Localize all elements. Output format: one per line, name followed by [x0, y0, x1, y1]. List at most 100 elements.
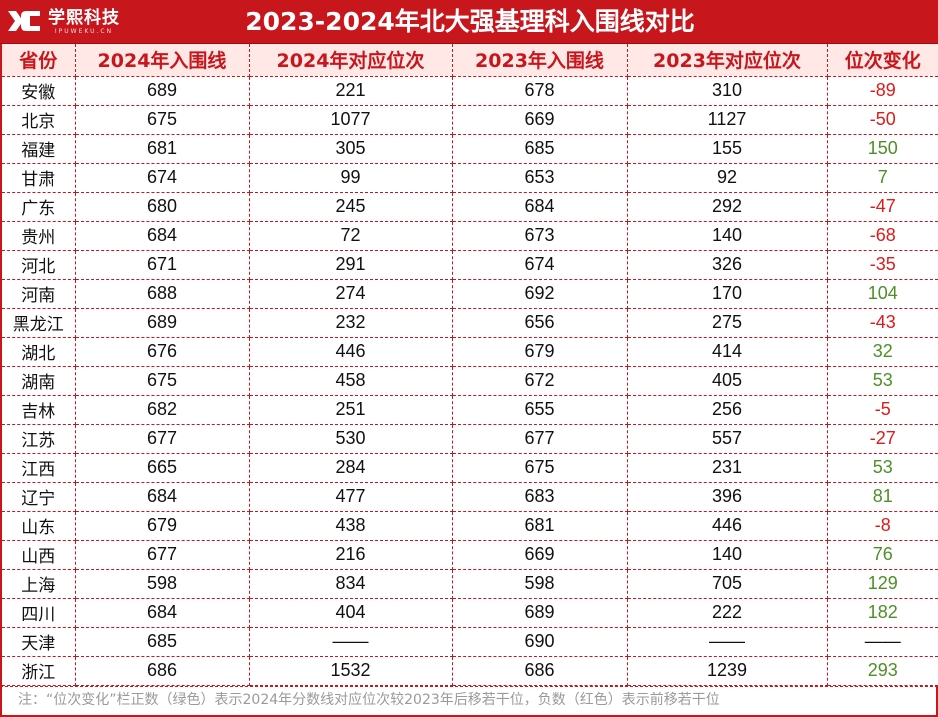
cell-score-2023: 689	[451, 597, 628, 628]
table-row: 四川 684 404 689 222 182	[0, 597, 938, 628]
cell-score-2023: 683	[451, 481, 628, 512]
page-title: 2023-2024年北大强基理科入围线对比	[245, 7, 695, 36]
table-row: 湖南 675 458 672 405 53	[0, 365, 938, 396]
cell-score-2023: 679	[451, 336, 628, 367]
cell-rank-change: -43	[826, 307, 938, 338]
cell-province: 四川	[0, 597, 76, 628]
cell-rank-2023: 405	[626, 365, 828, 396]
cell-score-2024: 689	[74, 307, 250, 338]
cell-score-2024: 688	[74, 278, 250, 309]
cell-rank-change: -89	[826, 75, 938, 106]
cell-score-2023: 686	[451, 655, 628, 686]
cell-rank-2023: 256	[626, 394, 828, 425]
cell-rank-change: -68	[826, 220, 938, 251]
cell-score-2024: 675	[74, 104, 250, 135]
table-header-row: 省份 2024年入围线 2024年对应位次 2023年入围线 2023年对应位次…	[0, 44, 938, 77]
cell-score-2023: 678	[451, 75, 628, 106]
cell-rank-change: 129	[826, 568, 938, 599]
cell-score-2024: 676	[74, 336, 250, 367]
cell-rank-2023: 275	[626, 307, 828, 338]
cell-rank-change: 53	[826, 365, 938, 396]
title-bar: 学熙科技 IPUWEKU.CN 2023-2024年北大强基理科入围线对比	[0, 0, 938, 44]
cell-province: 山东	[0, 510, 76, 541]
cell-rank-2024: 72	[248, 220, 453, 251]
cell-province: 甘肃	[0, 162, 76, 193]
cell-score-2023: 598	[451, 568, 628, 599]
cell-province: 江西	[0, 452, 76, 483]
cell-rank-2023: 326	[626, 249, 828, 280]
cell-score-2023: 677	[451, 423, 628, 454]
cell-rank-2024: 274	[248, 278, 453, 309]
cell-rank-2023: 446	[626, 510, 828, 541]
cell-score-2023: 681	[451, 510, 628, 541]
cell-province: 北京	[0, 104, 76, 135]
cell-rank-2024: 232	[248, 307, 453, 338]
cell-rank-2023: 1127	[626, 104, 828, 135]
cell-rank-2023: 705	[626, 568, 828, 599]
cell-province: 辽宁	[0, 481, 76, 512]
cell-rank-2024: 245	[248, 191, 453, 222]
cell-rank-change: 182	[826, 597, 938, 628]
cell-rank-2024: 438	[248, 510, 453, 541]
cell-score-2023: 655	[451, 394, 628, 425]
table-row: 河北 671 291 674 326 -35	[0, 249, 938, 280]
cell-rank-2024: 1077	[248, 104, 453, 135]
cell-rank-2023: 222	[626, 597, 828, 628]
table-row: 山东 679 438 681 446 -8	[0, 510, 938, 541]
cell-rank-2024: 458	[248, 365, 453, 396]
table-row: 辽宁 684 477 683 396 81	[0, 481, 938, 512]
cell-rank-change: 104	[826, 278, 938, 309]
brand-logo: 学熙科技 IPUWEKU.CN	[6, 5, 120, 37]
table-row: 黑龙江 689 232 656 275 -43	[0, 307, 938, 338]
cell-rank-2024: 446	[248, 336, 453, 367]
cell-rank-2023: 557	[626, 423, 828, 454]
table-row: 山西 677 216 669 140 76	[0, 539, 938, 570]
brand-sub: IPUWEKU.CN	[54, 27, 114, 35]
brand-name: 学熙科技	[48, 7, 120, 28]
cell-rank-change: ——	[826, 626, 938, 657]
table-row: 贵州 684 72 673 140 -68	[0, 220, 938, 251]
cell-rank-2024: 251	[248, 394, 453, 425]
cell-rank-change: 32	[826, 336, 938, 367]
col-header-rank-2023: 2023年对应位次	[626, 44, 828, 77]
cell-score-2024: 685	[74, 626, 250, 657]
cell-province: 河北	[0, 249, 76, 280]
cell-score-2024: 665	[74, 452, 250, 483]
cell-score-2024: 598	[74, 568, 250, 599]
table-row: 浙江 686 1532 686 1239 293	[0, 655, 938, 686]
cell-rank-2023: 140	[626, 220, 828, 251]
cell-province: 吉林	[0, 394, 76, 425]
cell-score-2023: 672	[451, 365, 628, 396]
cell-province: 福建	[0, 133, 76, 164]
cell-rank-change: 293	[826, 655, 938, 686]
cell-rank-2023: 414	[626, 336, 828, 367]
cell-score-2023: 669	[451, 104, 628, 135]
cell-score-2023: 685	[451, 133, 628, 164]
cell-score-2023: 656	[451, 307, 628, 338]
table-body: 安徽 689 221 678 310 -89 北京 675 1077 669 1127 -50 福建 68…	[0, 75, 938, 686]
cell-rank-2024: 99	[248, 162, 453, 193]
table-row: 甘肃 674 99 653 92 7	[0, 162, 938, 193]
cell-score-2024: 677	[74, 539, 250, 570]
table-row: 江西 665 284 675 231 53	[0, 452, 938, 483]
cell-score-2023: 692	[451, 278, 628, 309]
cell-score-2023: 675	[451, 452, 628, 483]
cell-score-2024: 684	[74, 220, 250, 251]
col-header-score-2023: 2023年入围线	[451, 44, 628, 77]
cell-score-2024: 675	[74, 365, 250, 396]
table-row: 北京 675 1077 669 1127 -50	[0, 104, 938, 135]
cell-rank-change: -47	[826, 191, 938, 222]
cell-rank-2024: 477	[248, 481, 453, 512]
cell-score-2024: 689	[74, 75, 250, 106]
cell-rank-change: -5	[826, 394, 938, 425]
cell-rank-2023: 92	[626, 162, 828, 193]
brand-text: 学熙科技 IPUWEKU.CN	[48, 8, 120, 35]
cell-score-2024: 682	[74, 394, 250, 425]
cell-rank-2023: 170	[626, 278, 828, 309]
cell-rank-change: 76	[826, 539, 938, 570]
cell-province: 湖北	[0, 336, 76, 367]
cell-score-2023: 669	[451, 539, 628, 570]
cell-rank-2023: 292	[626, 191, 828, 222]
table-row: 上海 598 834 598 705 129	[0, 568, 938, 599]
cell-province: 浙江	[0, 655, 76, 686]
